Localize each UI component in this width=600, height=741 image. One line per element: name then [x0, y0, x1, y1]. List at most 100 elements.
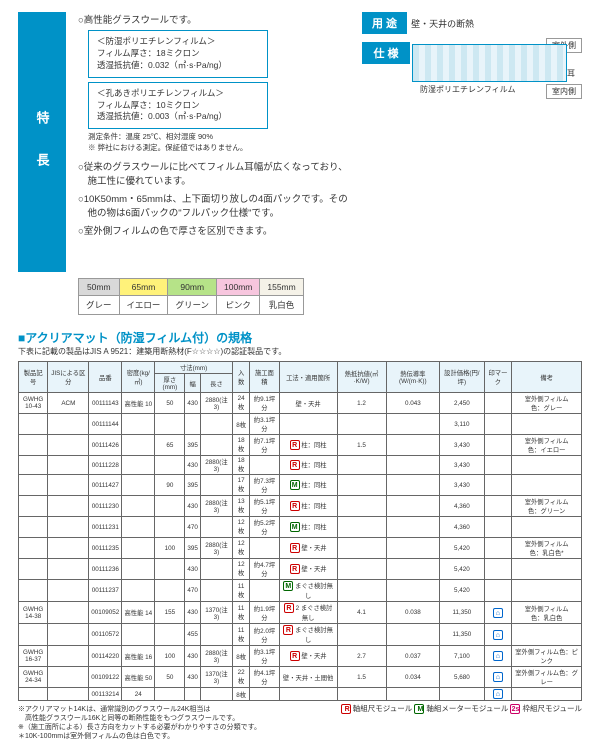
spec-table: 製品記号JISによる区分品番密度(kg/㎥)寸法(mm)入数施工面積工法・適用箇…: [18, 361, 582, 701]
spec-cell: [484, 580, 512, 602]
spec-cell: [337, 517, 386, 538]
col-header: 印マーク: [484, 362, 512, 393]
spec-cell: 00111426: [89, 435, 122, 456]
spec-cell: [19, 580, 48, 602]
spec-cell: [484, 435, 512, 456]
spec-cell: 0.034: [386, 667, 440, 688]
spec-cell: [155, 580, 185, 602]
spec-cell: [48, 517, 89, 538]
spec-cell: 24: [122, 688, 155, 701]
spec-cell: [122, 414, 155, 435]
spec-cell: [512, 624, 582, 646]
spec-cell: [122, 559, 155, 580]
box1-l1: フィルム厚さ：18ミクロン: [97, 48, 200, 58]
spec-cell: 1.5: [337, 435, 386, 456]
spec-cell: 1370(注3): [200, 667, 232, 688]
spec-cell: [155, 559, 185, 580]
spec-cell: [200, 624, 232, 646]
thickness-label: イエロー: [119, 296, 168, 315]
spec-cell: R 2 まぐさ検討無し: [279, 602, 337, 624]
spec-cell: [337, 538, 386, 559]
spec-cell: 5,420: [440, 559, 485, 580]
spec-cell: 室外側フィルム 色：イエロー: [512, 435, 582, 456]
spec-cell: [48, 496, 89, 517]
spec-cell: ⌂: [484, 624, 512, 646]
spec-cell: [484, 475, 512, 496]
spec-cell: [122, 456, 155, 475]
spec-cell: 3,430: [440, 435, 485, 456]
spec-cell: [155, 517, 185, 538]
spec-cell: 高性能 14: [122, 602, 155, 624]
spec-cell: [200, 414, 232, 435]
spec-cell: 室外側フィルム色：グレー: [512, 667, 582, 688]
spec-cell: [48, 688, 89, 701]
spec-cell: [200, 517, 232, 538]
measure-note: 測定条件：温度 25℃、相対湿度 90% ※ 弊社における測定。保証値ではありま…: [88, 131, 350, 153]
spec-cell: [512, 559, 582, 580]
spec-sub: 下表に記載の製品はJIS A 9521：建築用断熱材(F☆☆☆☆)の認証製品です…: [18, 346, 582, 357]
spec-cell: [155, 624, 185, 646]
spec-cell: 430: [185, 667, 201, 688]
spec-cell: 18枚: [232, 456, 249, 475]
spec-cell: 395: [185, 435, 201, 456]
thickness-header: 65mm: [119, 279, 168, 296]
spec-cell: 100: [155, 538, 185, 559]
spec-cell: 12枚: [232, 538, 249, 559]
spec-cell: 3,430: [440, 475, 485, 496]
spec-cell: [386, 538, 440, 559]
spec-cell: [48, 538, 89, 559]
spec-cell: 1.5: [337, 667, 386, 688]
spec-row: 001114279039517枚約7.3坪分M 柱：同柱3,430: [19, 475, 582, 496]
spec-row: 001112304302880(注3)13枚約5.1坪分R 柱：同柱4,360室…: [19, 496, 582, 517]
spec-cell: 395: [185, 475, 201, 496]
spec-cell: 90: [155, 475, 185, 496]
spec-cell: [386, 456, 440, 475]
col-header: JISによる区分: [48, 362, 89, 393]
spec-cell: [484, 517, 512, 538]
thickness-label: グレー: [79, 296, 120, 315]
spec-cell: 8枚: [232, 414, 249, 435]
spec-cell: [19, 456, 48, 475]
spec-cell: 00111231: [89, 517, 122, 538]
spec-cell: [484, 559, 512, 580]
spec-cell: 約4.7坪分: [250, 559, 279, 580]
thickness-header: 50mm: [79, 279, 120, 296]
spec-cell: [337, 414, 386, 435]
spec-cell: 室外側フィルム 色：グリーン: [512, 496, 582, 517]
spec-cell: 11枚: [232, 602, 249, 624]
spec-cell: [512, 517, 582, 538]
spec-cell: 155: [155, 602, 185, 624]
spec-cell: 0.038: [386, 602, 440, 624]
spec-cell: [122, 538, 155, 559]
spec-cell: [512, 456, 582, 475]
spec-cell: 455: [185, 624, 201, 646]
spec-cell: [279, 688, 337, 701]
spec-row: 0011123147012枚約5.2坪分M 柱：同柱4,360: [19, 517, 582, 538]
spec-row: 001114266539518枚約7.1坪分R 柱：同柱1.53,430室外側フ…: [19, 435, 582, 456]
spec-cell: 約7.3坪分: [250, 475, 279, 496]
box2-title: ＜孔あきポリエチレンフィルム＞: [97, 88, 224, 100]
spec-cell: 2880(注3): [200, 393, 232, 414]
feature-line-2: 従来のグラスウールに比べてフィルム耳幅が広くなっており、施工性に優れています。: [78, 159, 350, 187]
feature-line-4: 室外側フィルムの色で厚さを区別できます。: [78, 223, 350, 237]
spec-cell: 00109122: [89, 667, 122, 688]
spec-cell: 約3.1坪分: [250, 646, 279, 667]
spec-cell: [386, 624, 440, 646]
spec-cell: [48, 559, 89, 580]
spec-tag: 仕 様: [362, 42, 410, 64]
spec-cell: 50: [155, 667, 185, 688]
thickness-label: グリーン: [168, 296, 217, 315]
spec-cell: [48, 414, 89, 435]
spec-cell: [250, 580, 279, 602]
col-dim: 厚さ(mm): [155, 374, 185, 393]
spec-cell: 壁・天井・土間他: [279, 667, 337, 688]
thickness-header: 155mm: [260, 279, 303, 296]
col-header: 備考: [512, 362, 582, 393]
spec-cell: 2,450: [440, 393, 485, 414]
film-box-1: ＜防湿ポリエチレンフィルム＞ フィルム厚さ：18ミクロン 透湿抵抗値：0.032…: [88, 30, 268, 78]
col-dim-group: 寸法(mm): [155, 362, 233, 374]
feature-label: 特 長: [18, 12, 66, 272]
spec-cell: [250, 538, 279, 559]
spec-cell: R 壁・天井: [279, 559, 337, 580]
spec-cell: M 柱：同柱: [279, 517, 337, 538]
